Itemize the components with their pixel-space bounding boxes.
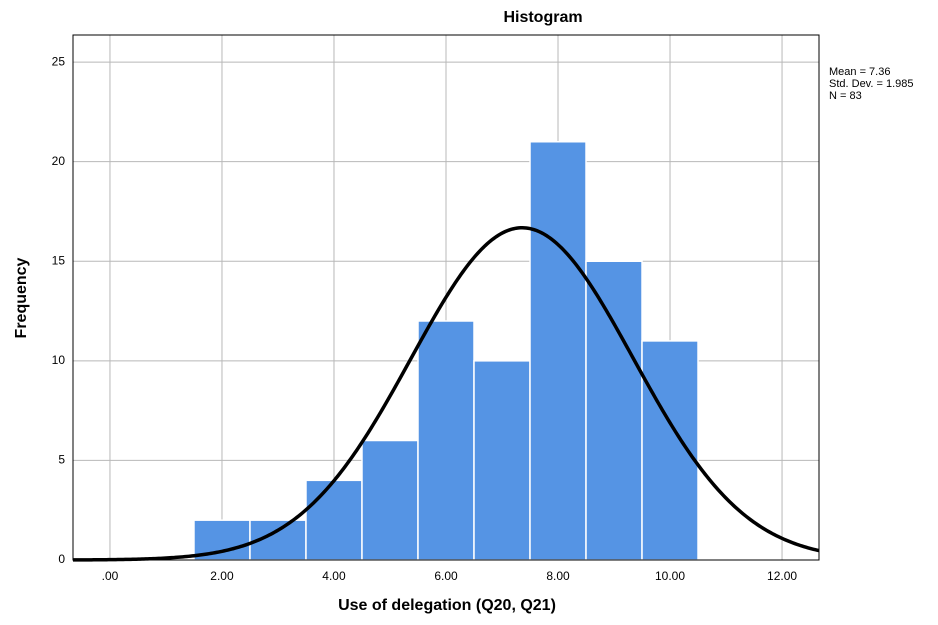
y-axis-label: Frequency <box>13 257 30 338</box>
y-tick-label: 25 <box>52 54 66 68</box>
bar <box>305 479 363 561</box>
x-tick-label: 6.00 <box>434 569 458 583</box>
bar <box>361 439 419 561</box>
x-tick-label: .00 <box>102 569 119 583</box>
stat-label: Std. Dev. = 1.985 <box>829 78 914 90</box>
stat-label: Mean = 7.36 <box>829 66 890 78</box>
x-tick-label: 12.00 <box>767 569 797 583</box>
x-tick-label: 10.00 <box>655 569 685 583</box>
y-tick-label: 10 <box>52 353 66 367</box>
chart-title: Histogram <box>503 9 582 26</box>
y-tick-label: 0 <box>58 552 65 566</box>
bar <box>473 360 531 561</box>
plot-frame <box>72 34 820 561</box>
stat-label: N = 83 <box>829 90 862 102</box>
bar <box>585 260 643 561</box>
y-tick-label: 15 <box>52 253 66 267</box>
x-tick-label: 8.00 <box>546 569 570 583</box>
bar <box>529 141 587 561</box>
x-tick-label: 2.00 <box>210 569 234 583</box>
y-tick-label: 5 <box>58 453 65 467</box>
x-tick-label: 4.00 <box>322 569 346 583</box>
normal-curve <box>72 226 820 562</box>
y-tick-label: 20 <box>52 154 66 168</box>
x-axis-label: Use of delegation (Q20, Q21) <box>338 597 556 614</box>
bar <box>417 320 475 561</box>
